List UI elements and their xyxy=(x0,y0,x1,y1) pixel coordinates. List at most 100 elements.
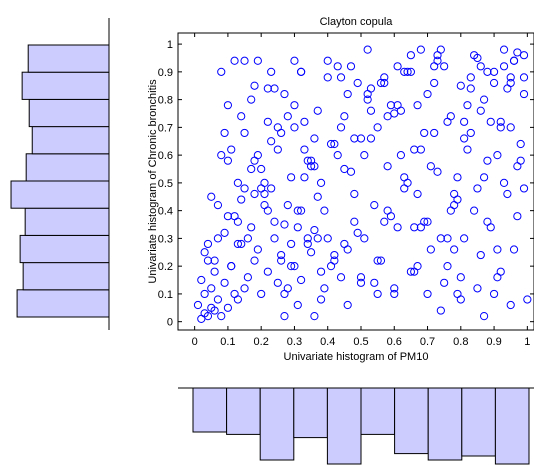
scatter-point xyxy=(356,273,366,282)
scatter-point xyxy=(277,256,286,265)
scatter-point xyxy=(300,173,309,182)
scatter-point xyxy=(370,200,379,210)
scatter-point xyxy=(479,95,489,104)
chart-title: Clayton copula xyxy=(320,16,394,28)
scatter-point xyxy=(350,134,359,143)
scatter-point xyxy=(267,137,276,146)
scatter-point xyxy=(516,139,525,149)
scatter-point xyxy=(297,275,306,285)
scatter-point xyxy=(310,312,319,321)
scatter-point xyxy=(373,256,382,265)
scatter-point xyxy=(230,56,239,65)
scatter-point xyxy=(330,250,339,260)
scatter-point xyxy=(280,89,289,99)
scatter-point xyxy=(416,145,425,154)
scatter-point xyxy=(380,217,389,226)
scatter-point xyxy=(366,134,376,143)
scatter-point xyxy=(493,245,502,254)
scatter-point xyxy=(233,178,242,187)
scatter-point xyxy=(479,312,489,321)
x-tick-label: 0.8 xyxy=(453,336,468,348)
scatter-point xyxy=(220,278,229,287)
scatter-point xyxy=(346,167,356,176)
scatter-point xyxy=(213,234,223,243)
scatter-point xyxy=(320,284,329,293)
scatter-point xyxy=(413,189,422,199)
scatter-point xyxy=(330,139,339,149)
scatter-point xyxy=(476,106,485,115)
left-histogram-bar xyxy=(19,234,110,264)
scatter-point xyxy=(310,162,319,171)
scatter-point xyxy=(383,162,392,171)
scatter-point xyxy=(519,73,529,82)
scatter-point xyxy=(479,173,489,182)
scatter-point xyxy=(496,117,505,126)
scatter-point xyxy=(210,267,219,276)
scatter-point xyxy=(203,239,213,249)
scatter-point xyxy=(476,62,485,71)
scatter-point xyxy=(233,295,242,304)
scatter-point xyxy=(460,234,469,243)
scatter-point xyxy=(460,134,469,143)
scatter-point xyxy=(470,51,479,60)
bottom-histogram-bar xyxy=(259,387,295,461)
scatter-point xyxy=(483,67,492,76)
x-tick-label: 0.9 xyxy=(486,336,501,348)
scatter-point xyxy=(453,289,462,299)
scatter-point xyxy=(366,106,376,115)
scatter-point xyxy=(450,189,459,199)
scatter-point xyxy=(366,84,376,93)
y-tick-label: 0.4 xyxy=(158,206,173,218)
scatter-point xyxy=(326,262,336,271)
scatter-point xyxy=(217,67,226,76)
scatter-point xyxy=(370,278,379,287)
scatter-point xyxy=(287,173,296,182)
scatter-point xyxy=(290,101,299,110)
scatter-point xyxy=(406,67,415,76)
scatter-point xyxy=(473,184,482,193)
scatter-point xyxy=(373,289,382,299)
scatter-point xyxy=(306,248,316,257)
scatter-point xyxy=(456,273,465,282)
scatter-point xyxy=(436,306,445,315)
scatter-point xyxy=(267,67,276,76)
scatter-point xyxy=(499,45,509,54)
x-tick-label: 1 xyxy=(524,336,530,348)
x-tick-label: 0.3 xyxy=(287,336,302,348)
scatter-point xyxy=(443,234,452,243)
scatter-point xyxy=(280,289,289,299)
scatter-point xyxy=(519,51,529,60)
scatter-point xyxy=(423,289,432,299)
left-histogram-bar xyxy=(10,180,110,209)
scatter-point xyxy=(283,112,292,121)
bottom-histogram-bar xyxy=(461,387,496,457)
left-histogram-bar xyxy=(31,126,110,155)
left-histogram-bar xyxy=(22,262,110,291)
scatter-point xyxy=(493,151,502,160)
scatter-point xyxy=(237,195,246,204)
scatter-point xyxy=(393,101,402,110)
scatter-point xyxy=(476,250,485,260)
bottom-histogram-bar xyxy=(360,387,396,435)
scatter-point xyxy=(503,189,512,199)
scatter-point xyxy=(390,289,399,299)
y-tick-label: 0.8 xyxy=(158,95,173,107)
scatter-point xyxy=(223,303,233,312)
scatter-point xyxy=(353,228,362,237)
left-histogram-bar xyxy=(27,44,110,73)
scatter-point xyxy=(313,106,322,115)
scatter-point xyxy=(210,306,219,315)
scatter-point xyxy=(466,73,475,82)
scatter-point xyxy=(326,139,336,149)
scatter-point xyxy=(237,112,246,121)
y-tick-label: 0.3 xyxy=(158,233,173,245)
scatter-point xyxy=(263,84,272,93)
scatter-point xyxy=(287,239,296,249)
y-tick-label: 0.6 xyxy=(158,150,173,162)
scatter-point xyxy=(373,123,382,132)
scatter-plot: 0 0.1 0.2 0.3 0.4 0.5 0.6 0.7 0.8 0.9 1 0 0.1 0.2 0.3 0… xyxy=(147,16,534,363)
scatter-point xyxy=(343,300,352,310)
scatter-point xyxy=(250,81,259,90)
scatter-point xyxy=(247,223,256,232)
